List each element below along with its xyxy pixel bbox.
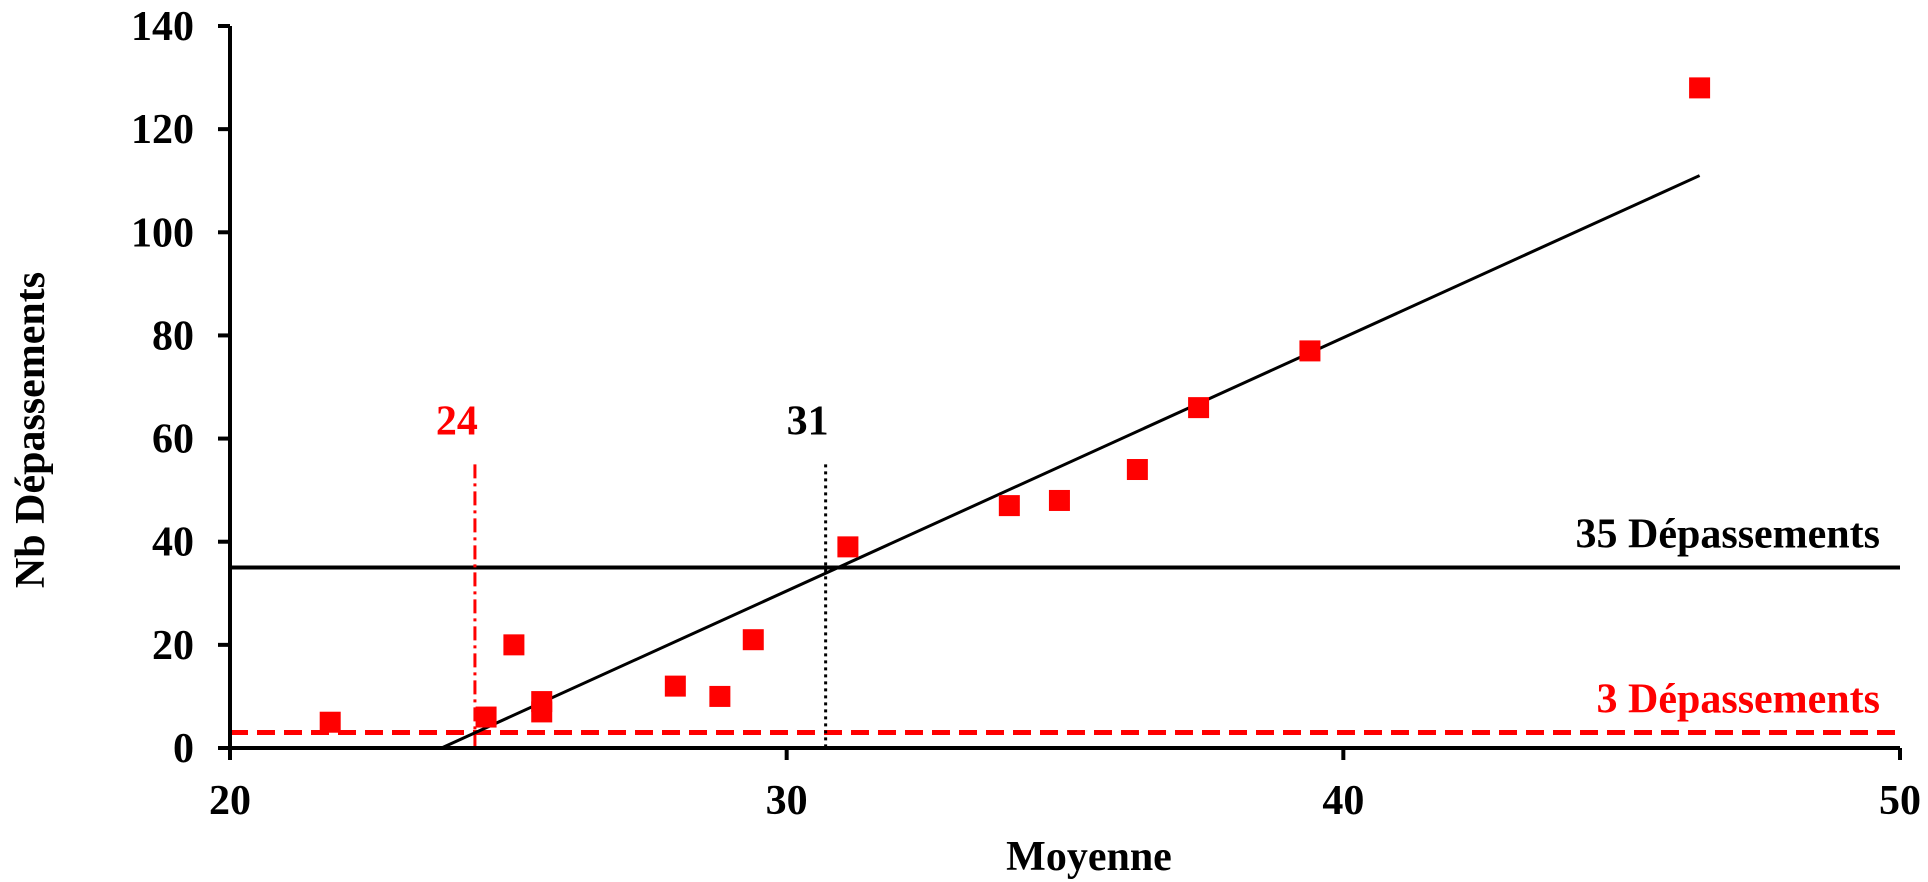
x-tick-label: 30 (766, 778, 808, 824)
data-point (742, 629, 764, 651)
y-tick-label: 140 (131, 4, 194, 50)
data-point (531, 691, 553, 713)
data-point (1126, 459, 1148, 481)
data-point (709, 685, 731, 707)
marker-label-24: 24 (436, 398, 478, 444)
data-point (1689, 77, 1711, 99)
y-tick-label: 100 (131, 210, 194, 256)
y-tick-label: 20 (152, 623, 194, 669)
data-point (503, 634, 525, 656)
reference-lines (230, 565, 1900, 736)
threshold-markers (473, 464, 828, 748)
y-tick-label: 40 (152, 520, 194, 566)
data-point (475, 706, 497, 728)
annotations: 35 Dépassements 3 Dépassements 24 31 (436, 398, 1880, 722)
y-axis-title: Nb Dépassements (8, 272, 54, 588)
x-tick-label: 40 (1322, 778, 1364, 824)
y-tick-label: 80 (152, 313, 194, 359)
data-point (998, 495, 1020, 517)
data-point (837, 536, 859, 558)
threshold-label-35: 35 Dépassements (1576, 512, 1880, 558)
threshold-label-3: 3 Dépassements (1597, 677, 1880, 723)
data-point (1188, 397, 1210, 419)
marker-label-31: 31 (787, 398, 829, 444)
y-tick-label: 120 (131, 107, 194, 153)
data-point (664, 675, 686, 697)
data-point (1048, 489, 1070, 511)
trend-line (440, 174, 1701, 750)
y-tick-label: 60 (152, 417, 194, 463)
x-axis-title: Moyenne (1006, 834, 1172, 880)
x-tick-label: 50 (1879, 778, 1921, 824)
y-tick-label: 0 (173, 726, 194, 772)
data-point (319, 711, 341, 733)
x-tick-label: 20 (209, 778, 251, 824)
axes (228, 26, 1900, 750)
data-points (319, 77, 1711, 733)
ticks: 20 30 40 50 0 20 40 60 80 100 120 140 (131, 4, 1921, 824)
data-point (1299, 340, 1321, 362)
